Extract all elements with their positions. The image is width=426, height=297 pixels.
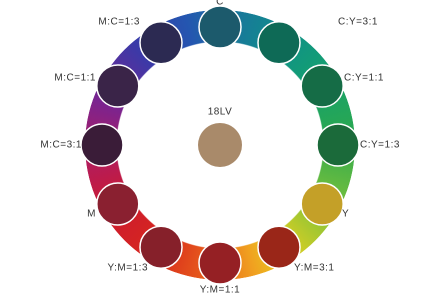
swatch-label: C:Y=1:1	[344, 73, 384, 84]
swatch-label: Y:M=1:1	[200, 285, 240, 296]
center-label: 18LV	[208, 107, 233, 118]
swatch-label: Y	[342, 209, 349, 220]
diagram: C C:Y=3:1 C:Y=1:1 C:Y=1:3 Y Y:M=3:1 Y:M=1:1 Y:M…	[0, 0, 426, 297]
swatch-label: Y:M=3:1	[294, 263, 334, 274]
swatch-label: C	[216, 0, 224, 8]
swatch-label: M	[87, 209, 96, 220]
center-swatch	[198, 123, 242, 167]
swatch-label: M:C=1:1	[54, 73, 96, 84]
swatch-label: C:Y=1:3	[360, 140, 400, 151]
swatch	[258, 22, 300, 64]
swatch	[97, 183, 139, 225]
swatch-label: C:Y=3:1	[338, 17, 378, 28]
swatch-label: M:C=3:1	[40, 140, 82, 151]
swatch-label: Y:M=1:3	[108, 263, 148, 274]
swatch	[199, 242, 241, 284]
swatch	[301, 183, 343, 225]
swatch	[317, 124, 359, 166]
swatch	[81, 124, 123, 166]
swatch	[199, 6, 241, 48]
swatch	[97, 65, 139, 107]
swatch	[301, 65, 343, 107]
swatch	[140, 22, 182, 64]
page: {"center": {"label": "18LV", "color": "#…	[0, 0, 426, 297]
swatch-label: M:C=1:3	[98, 17, 140, 28]
